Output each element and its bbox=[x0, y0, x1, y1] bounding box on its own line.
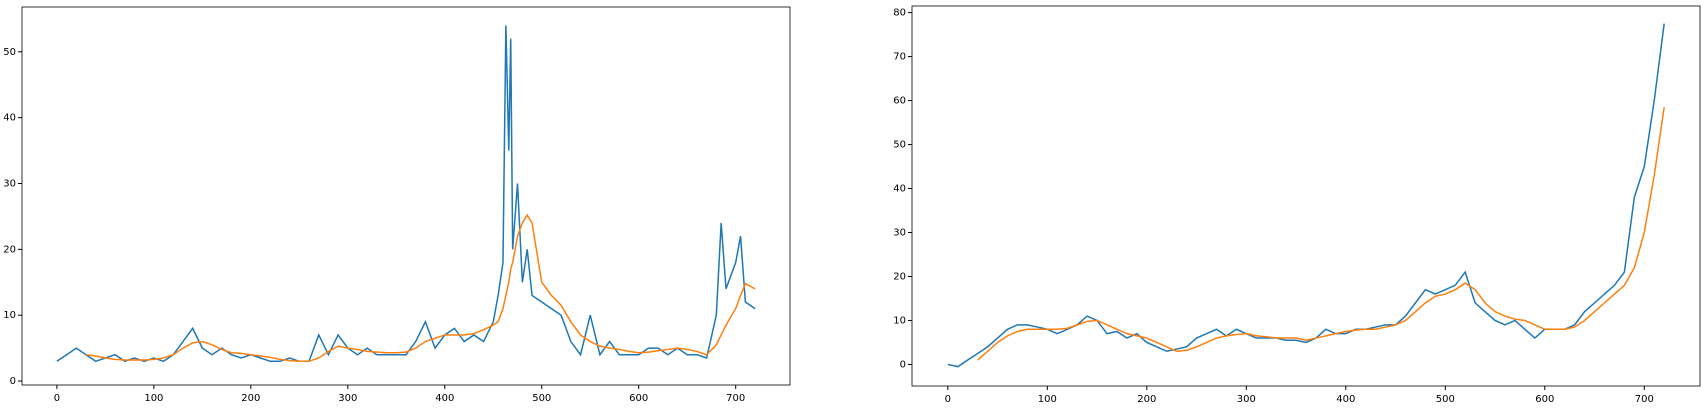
y-tick-label: 30 bbox=[3, 178, 16, 189]
series-line bbox=[947, 23, 1665, 368]
x-tick-label: 0 bbox=[945, 394, 951, 405]
x-tick-label: 400 bbox=[435, 393, 454, 404]
y-tick-label: 50 bbox=[3, 47, 16, 58]
series-line bbox=[977, 107, 1665, 361]
y-tick-label: 70 bbox=[893, 52, 906, 63]
x-tick-label: 0 bbox=[54, 393, 60, 404]
x-tick-label: 100 bbox=[1038, 394, 1057, 405]
y-tick-label: 10 bbox=[3, 310, 16, 321]
x-tick-label: 500 bbox=[532, 393, 551, 404]
y-tick-label: 80 bbox=[893, 8, 906, 19]
x-tick-label: 200 bbox=[1137, 394, 1156, 405]
y-tick-label: 40 bbox=[893, 184, 906, 195]
y-tick-label: 0 bbox=[10, 376, 16, 387]
y-tick-label: 10 bbox=[893, 315, 906, 326]
y-tick-label: 40 bbox=[3, 113, 16, 124]
x-tick-label: 700 bbox=[1635, 394, 1654, 405]
x-tick-label: 400 bbox=[1336, 394, 1355, 405]
y-tick-label: 60 bbox=[893, 96, 906, 107]
x-tick-label: 700 bbox=[726, 393, 745, 404]
y-tick-label: 20 bbox=[893, 271, 906, 282]
axes-frame bbox=[21, 6, 791, 386]
series-line bbox=[56, 25, 756, 363]
x-tick-label: 500 bbox=[1436, 394, 1455, 405]
x-tick-label: 300 bbox=[1237, 394, 1256, 405]
x-tick-label: 100 bbox=[144, 393, 163, 404]
y-tick-label: 30 bbox=[893, 228, 906, 239]
y-tick-label: 50 bbox=[893, 140, 906, 151]
axes-frame bbox=[911, 5, 1701, 387]
x-tick-label: 600 bbox=[1535, 394, 1554, 405]
x-tick-label: 600 bbox=[629, 393, 648, 404]
y-tick-label: 0 bbox=[900, 359, 906, 370]
x-tick-label: 300 bbox=[338, 393, 357, 404]
series-line bbox=[85, 213, 756, 363]
x-tick-label: 200 bbox=[241, 393, 260, 404]
y-tick-label: 20 bbox=[3, 244, 16, 255]
